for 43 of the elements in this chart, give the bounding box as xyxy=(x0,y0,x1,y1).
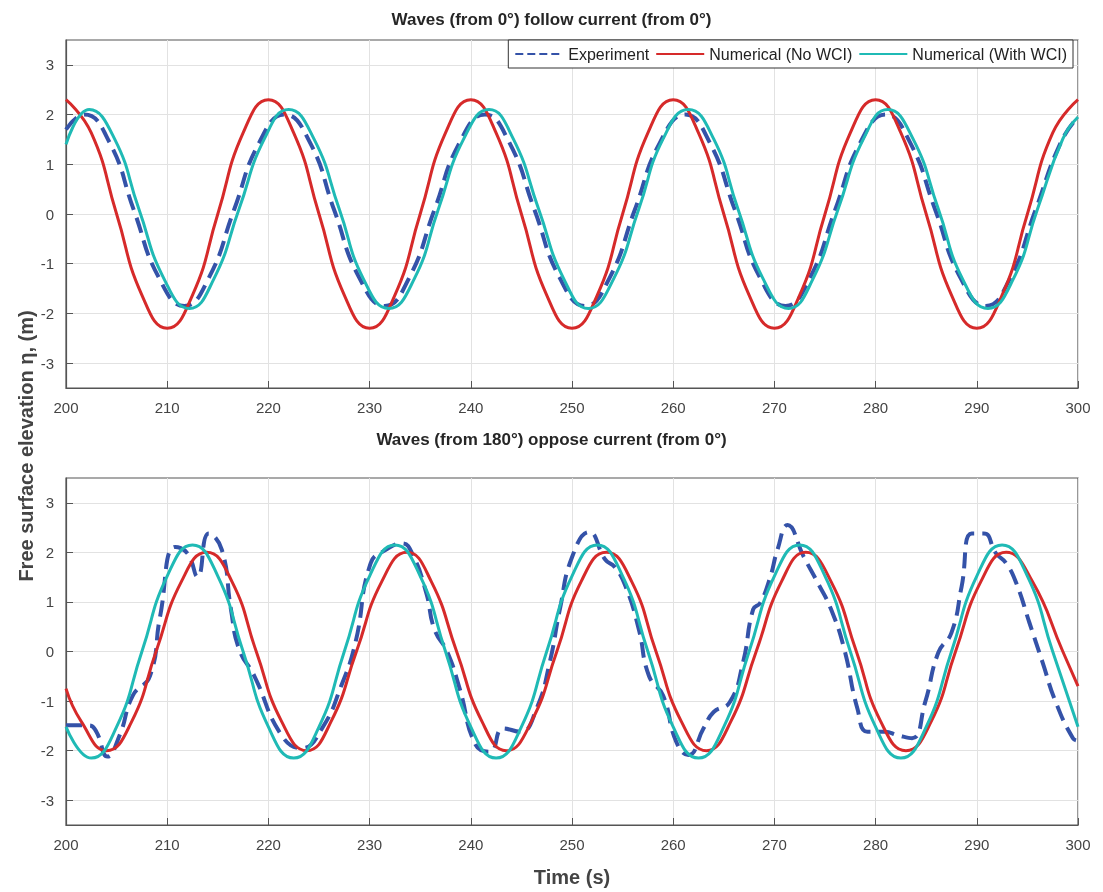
x-tick-label: 230 xyxy=(357,399,383,416)
x-tick-label: 270 xyxy=(761,399,787,416)
y-tick-label: 0 xyxy=(45,205,54,223)
y-tick-label: -2 xyxy=(40,304,54,322)
y-tick-label: -3 xyxy=(40,791,54,809)
y-tick-label: 3 xyxy=(45,494,54,512)
x-tick-label: 300 xyxy=(1065,836,1091,853)
legend-label: Numerical (No WCI) xyxy=(709,45,853,63)
x-tick-label: 220 xyxy=(255,399,281,416)
y-tick-label: 1 xyxy=(45,593,54,611)
x-tick-label: 260 xyxy=(660,399,686,416)
x-tick-label: 240 xyxy=(458,399,484,416)
chart-title: Waves (from 180°) oppose current (from 0°) xyxy=(376,430,727,449)
chart-title: Waves (from 0°) follow current (from 0°) xyxy=(391,10,712,29)
x-tick-label: 220 xyxy=(255,836,281,853)
legend-label: Numerical (With WCI) xyxy=(912,45,1068,63)
x-tick-label: 230 xyxy=(357,836,383,853)
x-tick-label: 200 xyxy=(53,836,79,853)
y-tick-label: -1 xyxy=(40,255,54,273)
x-tick-label: 240 xyxy=(458,836,484,853)
x-tick-label: 250 xyxy=(559,399,585,416)
x-tick-label: 260 xyxy=(660,836,686,853)
y-tick-label: 2 xyxy=(45,106,54,124)
y-tick-label: -2 xyxy=(40,742,54,760)
y-tick-label: 0 xyxy=(45,643,54,660)
legend-label: Experiment xyxy=(568,45,650,63)
x-tick-label: 250 xyxy=(559,836,585,853)
x-tick-label: 210 xyxy=(154,836,180,853)
y-tick-label: 1 xyxy=(45,155,54,173)
x-tick-label: 200 xyxy=(53,399,79,416)
x-tick-label: 290 xyxy=(964,836,990,853)
x-tick-label: 280 xyxy=(863,836,889,853)
x-tick-label: 210 xyxy=(154,399,180,416)
y-tick-label: -3 xyxy=(40,354,54,372)
x-tick-label: 280 xyxy=(863,399,889,416)
y-tick-label: 2 xyxy=(45,543,54,561)
x-tick-label: 270 xyxy=(761,836,787,853)
y-tick-label: -1 xyxy=(40,692,54,710)
y-tick-label: 3 xyxy=(45,56,54,74)
y-axis-title: Free surface elevation η, (m) xyxy=(14,310,38,582)
x-tick-label: 300 xyxy=(1065,399,1091,416)
x-tick-label: 290 xyxy=(964,399,990,416)
x-axis-title: Time (s) xyxy=(533,866,611,888)
